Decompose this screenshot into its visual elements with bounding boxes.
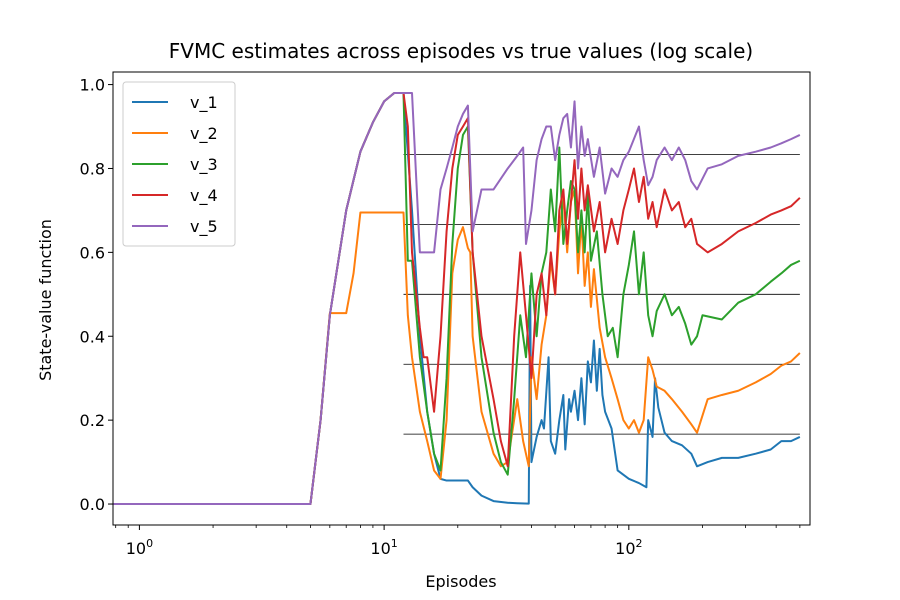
x-axis-label: Episodes — [425, 572, 496, 591]
y-tick-label: 0.4 — [80, 327, 105, 346]
series-line-v-4 — [113, 91, 801, 506]
series-line-v-5 — [113, 91, 801, 506]
legend-label: v_1 — [190, 93, 218, 113]
y-tick-label: 0.8 — [80, 159, 105, 178]
legend-label: v_2 — [190, 124, 218, 144]
legend-label: v_4 — [190, 186, 218, 206]
plot-frame — [112, 71, 811, 526]
y-tick-label: 0.6 — [80, 243, 105, 262]
legend-label: v_5 — [190, 217, 218, 237]
legend-label: v_3 — [190, 155, 218, 175]
y-tick-label: 0.2 — [80, 411, 105, 430]
chart-title: FVMC estimates across episodes vs true v… — [169, 39, 753, 63]
y-tick-label: 0.0 — [80, 495, 105, 514]
y-tick-label: 1.0 — [80, 76, 105, 95]
legend-box — [122, 81, 236, 247]
series-line-v-1 — [113, 91, 801, 506]
legend: v_1 v_2 v_3 v_4 v_5 — [122, 81, 236, 247]
y-axis-label: State-value function — [36, 219, 55, 381]
